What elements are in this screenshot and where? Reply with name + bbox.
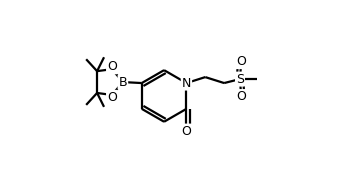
Text: O: O bbox=[107, 60, 117, 73]
Text: O: O bbox=[236, 90, 246, 103]
Text: B: B bbox=[119, 76, 127, 89]
Text: S: S bbox=[236, 73, 244, 86]
Text: N: N bbox=[182, 76, 191, 90]
Text: O: O bbox=[107, 91, 117, 104]
Text: O: O bbox=[182, 125, 191, 138]
Text: O: O bbox=[236, 55, 246, 68]
